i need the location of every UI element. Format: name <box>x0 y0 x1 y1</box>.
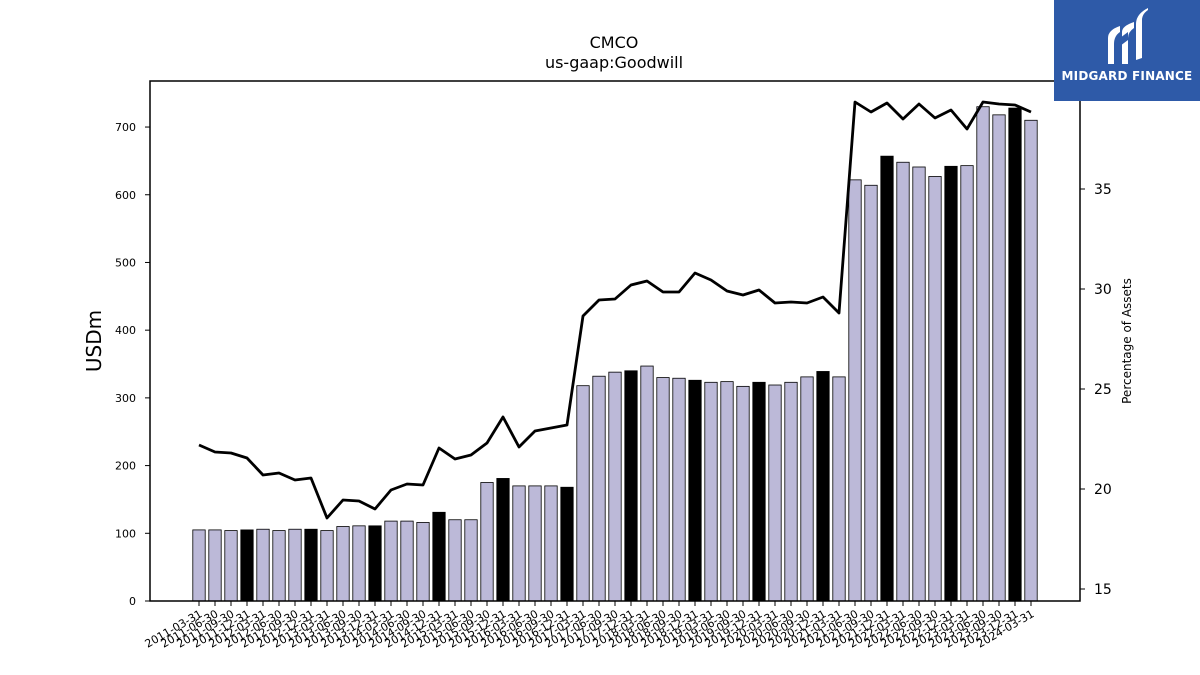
y2-tick-label: 25 <box>1094 382 1112 398</box>
bar <box>800 376 814 602</box>
logo-mark-icon <box>1108 8 1148 64</box>
bar <box>352 525 366 602</box>
y2-tick-label: 20 <box>1094 482 1112 498</box>
bar <box>656 377 670 602</box>
bar <box>224 530 238 602</box>
bar <box>496 478 510 602</box>
logo-text: MIDGARD FINANCE <box>1061 69 1193 83</box>
bar <box>752 381 766 602</box>
bar <box>608 371 622 602</box>
y-tick-label: 400 <box>115 324 136 337</box>
y2-axis-label: Percentage of Assets <box>1120 278 1134 404</box>
chart-title: CMCO <box>590 33 639 52</box>
bar <box>528 485 542 602</box>
bar <box>288 528 302 602</box>
bar <box>896 161 910 602</box>
y2-tick-label: 30 <box>1094 282 1112 298</box>
bar <box>592 375 606 602</box>
bar <box>736 385 750 602</box>
right-axis-ticks: 15 20 25 30 35 <box>1080 182 1112 598</box>
bar <box>816 371 830 602</box>
bar <box>368 525 382 602</box>
bar <box>1008 107 1022 602</box>
bar <box>320 530 334 602</box>
bar <box>912 166 926 602</box>
bar <box>544 485 558 602</box>
bar <box>384 520 398 602</box>
percentage-line-series <box>198 100 1032 520</box>
y-tick-label: 200 <box>115 460 136 473</box>
bar <box>336 526 350 602</box>
y-tick-label: 700 <box>115 121 136 134</box>
y-tick-label: 600 <box>115 189 136 202</box>
bar <box>784 381 798 602</box>
chart-subtitle: us-gaap:Goodwill <box>545 53 683 72</box>
bar <box>960 165 974 602</box>
bar <box>400 520 414 602</box>
bar <box>768 384 782 602</box>
bar <box>192 529 206 602</box>
bar <box>720 381 734 602</box>
bar <box>832 376 846 602</box>
bar <box>480 482 494 602</box>
y-tick-label: 500 <box>115 256 136 269</box>
bar <box>256 528 270 602</box>
left-axis-ticks: 0 100 200 300 400 500 600 700 <box>115 121 150 608</box>
y2-tick-label: 35 <box>1094 182 1112 198</box>
bar <box>672 377 686 602</box>
bar <box>624 370 638 602</box>
bar <box>928 176 942 602</box>
bar <box>640 365 654 602</box>
bar <box>208 529 222 602</box>
percentage-line <box>198 100 1032 520</box>
bar <box>432 511 446 602</box>
y-tick-label: 0 <box>129 595 136 608</box>
bar <box>416 522 430 602</box>
bar <box>1024 119 1038 602</box>
bar <box>688 379 702 602</box>
x-axis-ticks: 2011-03-312011-06-302011-09-302011-12-31… <box>143 601 1037 651</box>
bar <box>464 519 478 602</box>
bar <box>272 530 286 602</box>
y-axis-label: USDm <box>82 310 106 372</box>
midgard-finance-logo: MIDGARD FINANCE <box>1054 0 1200 101</box>
bar <box>704 381 718 602</box>
bar <box>240 529 254 602</box>
bar <box>560 486 574 602</box>
bar <box>880 155 894 602</box>
y-tick-label: 100 <box>115 527 136 540</box>
bar <box>848 179 862 602</box>
y-tick-label: 300 <box>115 392 136 405</box>
bar <box>944 165 958 602</box>
bar <box>576 385 590 602</box>
bar <box>512 485 526 602</box>
bar <box>976 106 990 602</box>
bar-series <box>192 106 1038 602</box>
bar <box>304 528 318 602</box>
bar <box>864 184 878 602</box>
bar <box>992 114 1006 602</box>
y2-tick-label: 15 <box>1094 582 1112 598</box>
bar <box>448 519 462 602</box>
